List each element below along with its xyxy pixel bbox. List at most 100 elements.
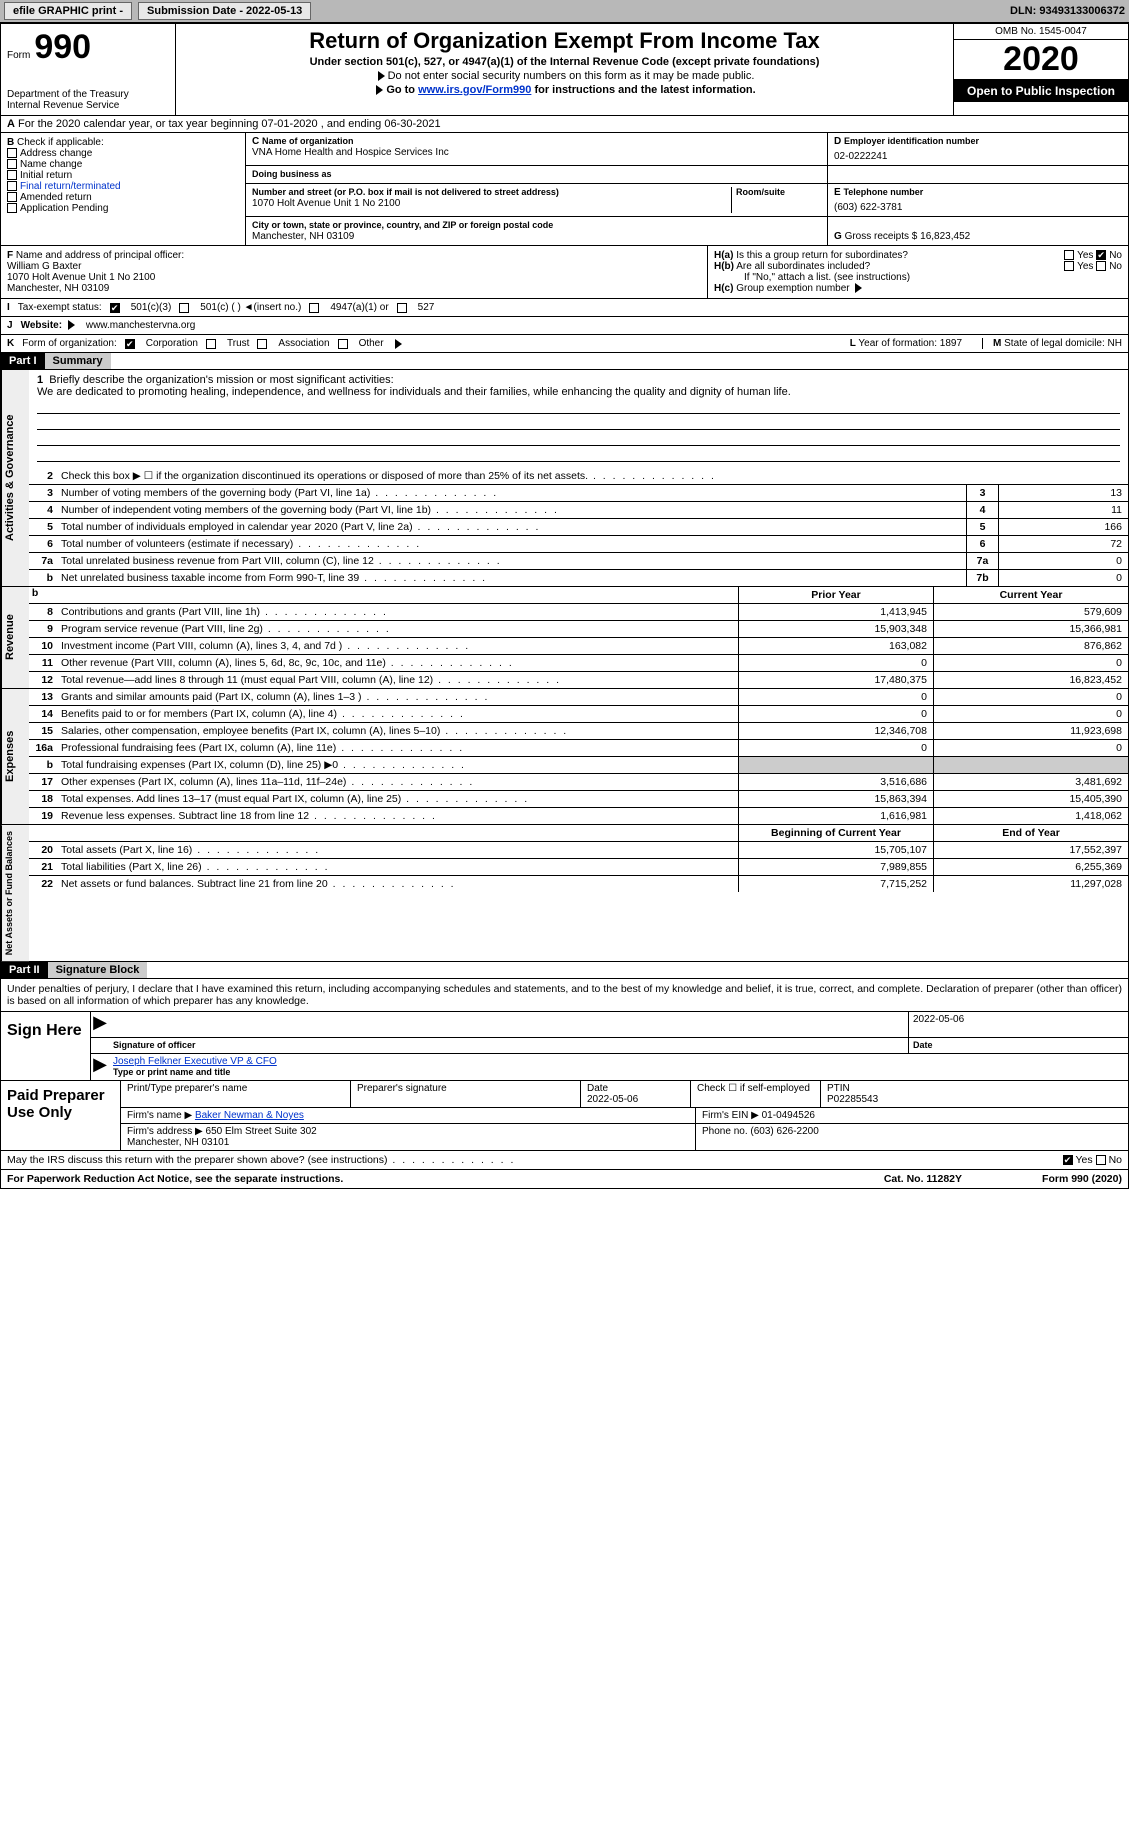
h-note: If "No," attach a list. (see instruction… xyxy=(714,272,1122,283)
part2-title: Signature Block xyxy=(48,962,148,978)
line-text: Total fundraising expenses (Part IX, col… xyxy=(57,757,738,773)
submission-date-button[interactable]: Submission Date - 2022-05-13 xyxy=(138,2,311,20)
current-val: 16,823,452 xyxy=(933,672,1128,688)
line-text: Other expenses (Part IX, column (A), lin… xyxy=(57,774,738,790)
firm-ein-label: Firm's EIN ▶ xyxy=(702,1110,759,1121)
sign-here-block: Sign Here ▶ 2022-05-06 Signature of offi… xyxy=(1,1012,1128,1081)
other-checkbox[interactable] xyxy=(338,339,348,349)
firm-addr-label: Firm's address ▶ xyxy=(127,1126,203,1137)
triangle-icon xyxy=(378,71,385,81)
ha-no-checkbox[interactable] xyxy=(1096,250,1106,260)
b-item-5: Application Pending xyxy=(20,203,108,214)
form-header: Form 990 Department of the Treasury Inte… xyxy=(1,24,1128,116)
prior-year-hdr: Prior Year xyxy=(738,587,933,603)
mission-label: Briefly describe the organization's miss… xyxy=(49,374,393,386)
mission-text: We are dedicated to promoting healing, i… xyxy=(37,386,791,398)
line-text: Total number of individuals employed in … xyxy=(57,519,966,535)
d-label: Employer identification number xyxy=(844,136,979,146)
fin-line: 12 Total revenue—add lines 8 through 11 … xyxy=(29,672,1128,688)
line-num: 21 xyxy=(29,859,57,875)
entity-grid: B Check if applicable: Address change Na… xyxy=(1,133,1128,246)
footer-left: For Paperwork Reduction Act Notice, see … xyxy=(7,1173,343,1185)
paid-h1: Preparer's signature xyxy=(351,1081,581,1107)
k-year-val: 1897 xyxy=(940,338,962,349)
gov-line: 4 Number of independent voting members o… xyxy=(29,502,1128,519)
initial-return-checkbox[interactable] xyxy=(7,170,17,180)
discuss-yes-checkbox[interactable] xyxy=(1063,1155,1073,1165)
row-j: J Website: www.manchestervna.org xyxy=(1,317,1128,335)
fin-line: 15 Salaries, other compensation, employe… xyxy=(29,723,1128,740)
triangle-icon xyxy=(395,339,402,349)
paid-h2: Date xyxy=(587,1083,608,1094)
side-revenue: Revenue xyxy=(1,587,29,688)
527-checkbox[interactable] xyxy=(397,303,407,313)
hb-no-checkbox[interactable] xyxy=(1096,261,1106,271)
summary-expenses: Expenses 13 Grants and similar amounts p… xyxy=(1,689,1128,825)
arrow-icon: ▶ xyxy=(91,1054,109,1080)
prior-val: 1,616,981 xyxy=(738,808,933,824)
dln-label: DLN: 93493133006372 xyxy=(1010,5,1125,17)
website-value: www.manchestervna.org xyxy=(86,320,196,331)
fin-line: 9 Program service revenue (Part VIII, li… xyxy=(29,621,1128,638)
firm-phone-label: Phone no. xyxy=(702,1126,748,1137)
501c-checkbox[interactable] xyxy=(179,303,189,313)
fin-line: 10 Investment income (Part VIII, column … xyxy=(29,638,1128,655)
trust-checkbox[interactable] xyxy=(206,339,216,349)
section-b: B Check if applicable: Address change Na… xyxy=(1,133,246,245)
gov-line: 6 Total number of volunteers (estimate i… xyxy=(29,536,1128,553)
final-return-checkbox[interactable] xyxy=(7,181,17,191)
501c3-checkbox[interactable] xyxy=(110,303,120,313)
current-val: 11,297,028 xyxy=(933,876,1128,892)
assoc-checkbox[interactable] xyxy=(257,339,267,349)
footer-mid: Cat. No. 11282Y xyxy=(884,1173,962,1185)
line-box: 6 xyxy=(966,536,998,552)
line-box: 7b xyxy=(966,570,998,586)
signer-name-link[interactable]: Joseph Felkner Executive VP & CFO xyxy=(113,1056,277,1067)
line-num: 4 xyxy=(29,502,57,518)
paid-h3: Check ☐ if self-employed xyxy=(691,1081,821,1107)
amended-return-checkbox[interactable] xyxy=(7,192,17,202)
addr-change-checkbox[interactable] xyxy=(7,148,17,158)
line-num: 8 xyxy=(29,604,57,620)
prior-val: 12,346,708 xyxy=(738,723,933,739)
k-label: Form of organization: xyxy=(22,338,117,349)
discuss-row: May the IRS discuss this return with the… xyxy=(1,1151,1128,1170)
fin-line: 21 Total liabilities (Part X, line 26) 7… xyxy=(29,859,1128,876)
gov-line: b Net unrelated business taxable income … xyxy=(29,570,1128,586)
current-val: 876,862 xyxy=(933,638,1128,654)
line-num: 2 xyxy=(29,468,57,484)
i-opt-2: 4947(a)(1) or xyxy=(330,302,388,313)
line-num: b xyxy=(29,570,57,586)
firm-name-link[interactable]: Baker Newman & Noyes xyxy=(195,1110,304,1121)
form-link[interactable]: www.irs.gov/Form990 xyxy=(418,84,531,96)
sig-date-label: Date xyxy=(913,1040,933,1050)
hb-yes-checkbox[interactable] xyxy=(1064,261,1074,271)
i-opt-0: 501(c)(3) xyxy=(131,302,172,313)
line-num: 9 xyxy=(29,621,57,637)
note2-pre: Go to xyxy=(386,84,418,96)
line-num: 14 xyxy=(29,706,57,722)
current-val: 6,255,369 xyxy=(933,859,1128,875)
current-val xyxy=(933,757,1128,773)
name-change-checkbox[interactable] xyxy=(7,159,17,169)
part2-num: Part II xyxy=(1,962,48,978)
i-label: Tax-exempt status: xyxy=(18,302,102,313)
line-text: Net unrelated business taxable income fr… xyxy=(57,570,966,586)
prior-val: 7,989,855 xyxy=(738,859,933,875)
section-c-main: C Name of organization VNA Home Health a… xyxy=(246,133,1128,245)
f-label: Name and address of principal officer: xyxy=(16,250,184,261)
discuss-no-checkbox[interactable] xyxy=(1096,1155,1106,1165)
discuss-yes: Yes xyxy=(1076,1154,1093,1166)
corp-checkbox[interactable] xyxy=(125,339,135,349)
line-num: 10 xyxy=(29,638,57,654)
app-pending-checkbox[interactable] xyxy=(7,203,17,213)
line-text: Check this box ▶ ☐ if the organization d… xyxy=(57,468,1128,484)
fin-line: b Total fundraising expenses (Part IX, c… xyxy=(29,757,1128,774)
ha-yes-checkbox[interactable] xyxy=(1064,250,1074,260)
efile-button[interactable]: efile GRAPHIC print - xyxy=(4,2,132,20)
open-inspection: Open to Public Inspection xyxy=(954,80,1128,102)
k-year-label: Year of formation: xyxy=(858,338,937,349)
section-h: H(a) Is this a group return for subordin… xyxy=(708,246,1128,298)
prior-val: 0 xyxy=(738,740,933,756)
4947-checkbox[interactable] xyxy=(309,303,319,313)
